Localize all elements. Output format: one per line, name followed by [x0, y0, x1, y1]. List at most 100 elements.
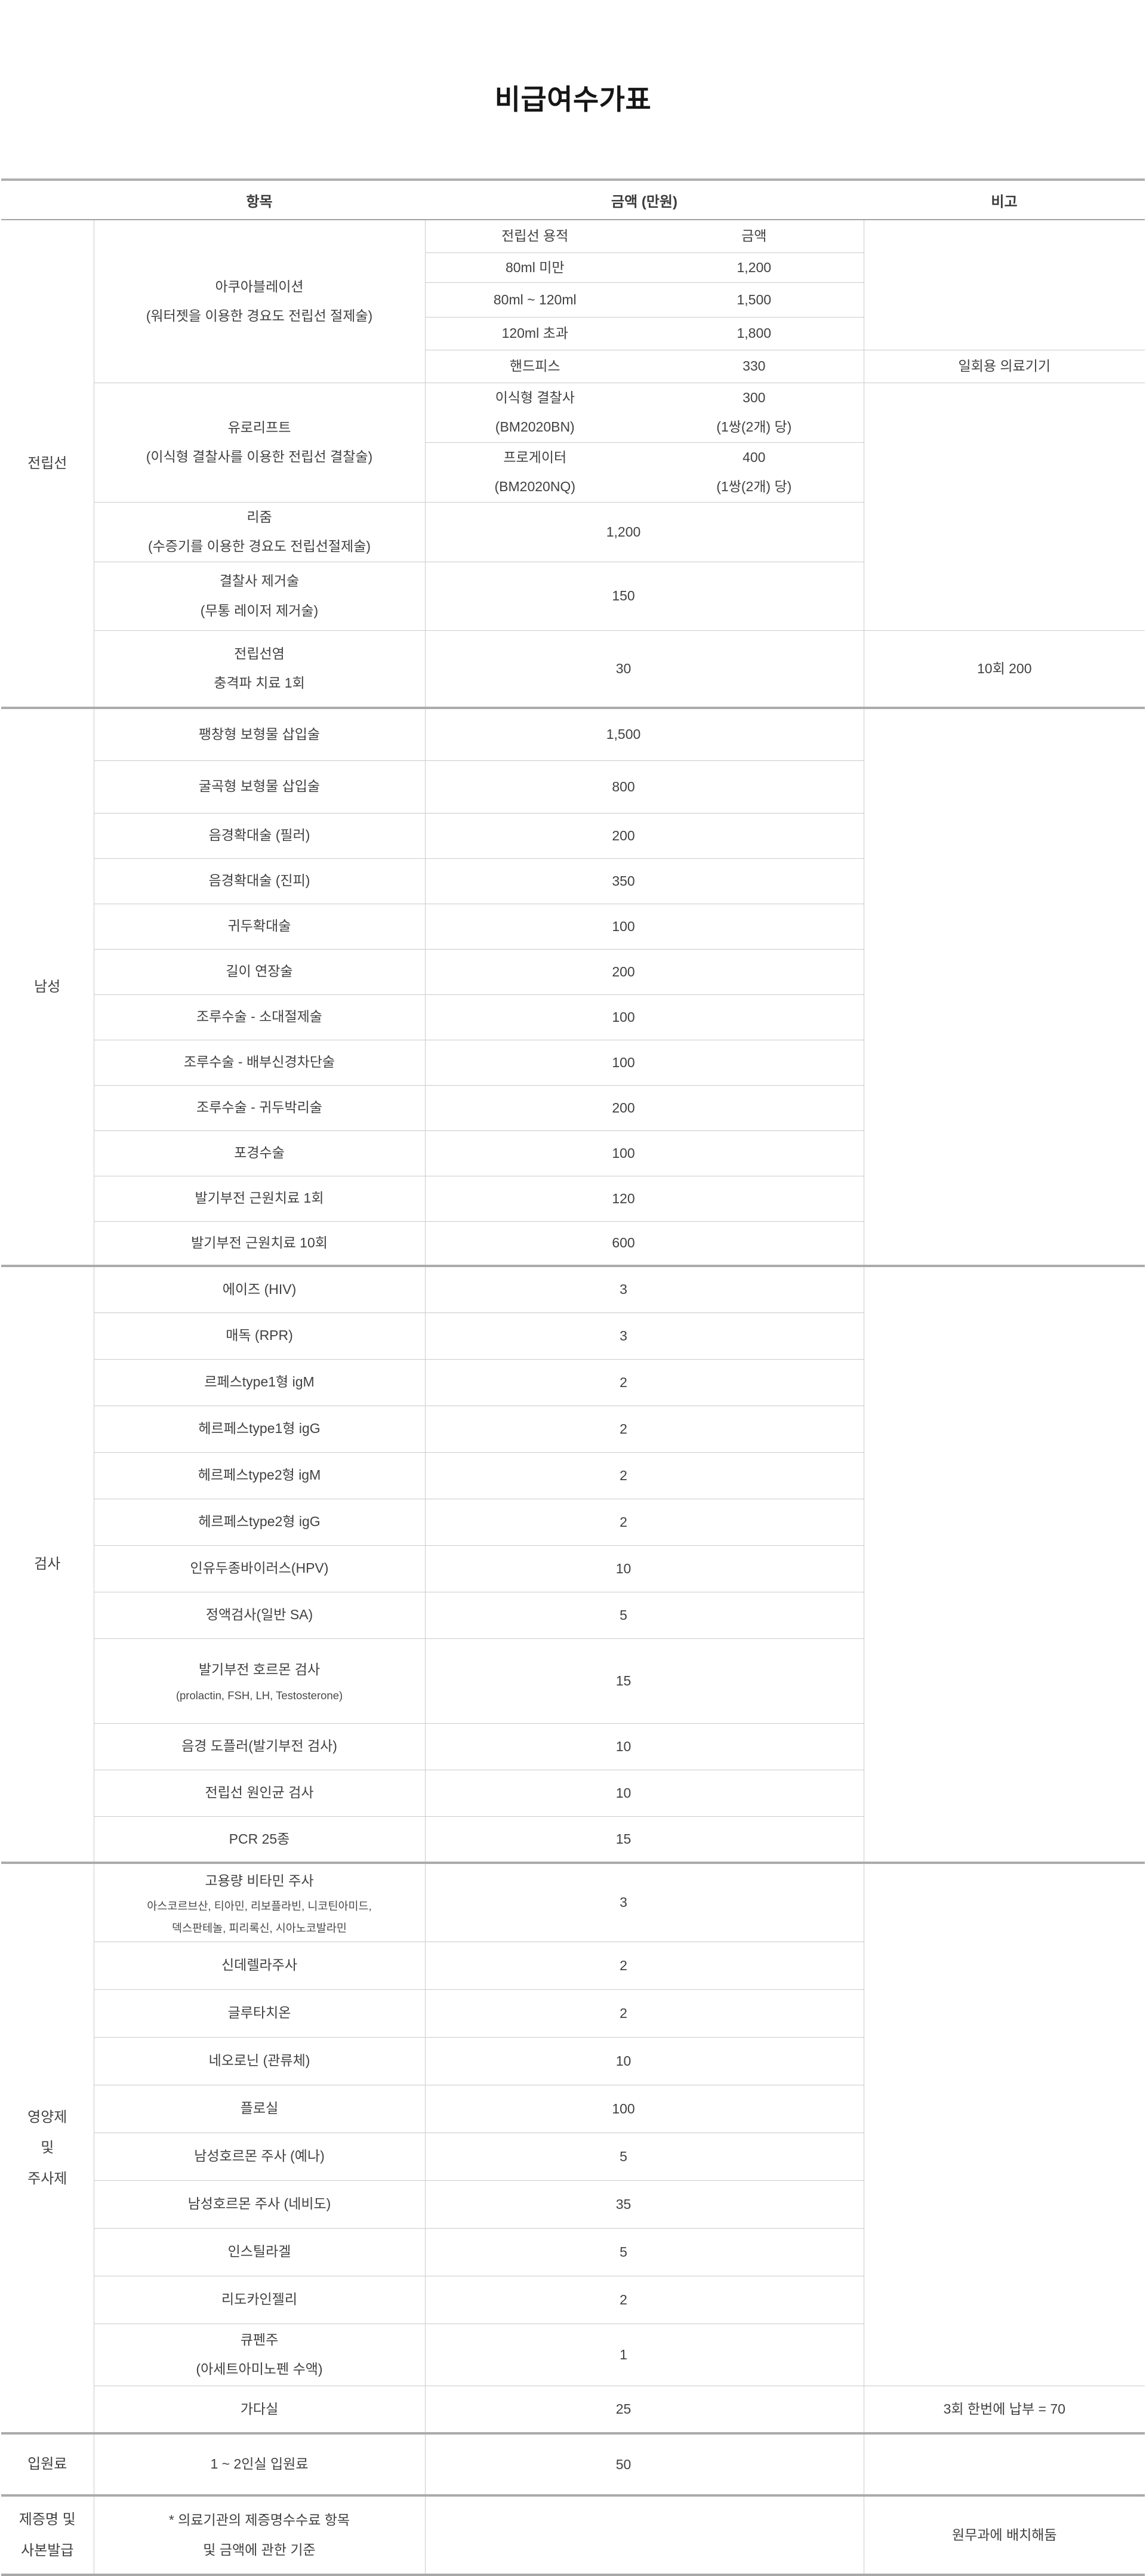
note-filler-cell	[863, 2432, 1145, 2496]
amount-right-cell: 400 (1쌍(2개) 당)	[645, 442, 864, 503]
cell-line: 헤르페스type2형 igG	[198, 1514, 321, 1530]
section-label: 제증명 및 사본발급	[1, 2494, 94, 2576]
table-row: 큐펜주 (아세트아미노펜 수액) 1	[1, 2323, 1145, 2386]
cell-line: 글루타치온	[227, 2005, 291, 2021]
amount-cell: 1,200	[425, 501, 864, 562]
table-row: 검사 에이즈 (HIV) 3	[1, 1265, 1145, 1863]
cell-line: 아쿠아블레이션	[215, 278, 304, 294]
table-row: 프로게이터 (BM2020NQ) 400 (1쌍(2개) 당)	[1, 442, 1145, 503]
cell-line: 팽창형 보형물 삽입술	[198, 726, 321, 742]
item-cell: 음경확대술 (필러)	[93, 812, 426, 859]
cell-line: 남성	[34, 978, 61, 995]
note-cell: 원무과에 배치해둠	[863, 2494, 1145, 2576]
amount-cell: 120	[425, 1175, 864, 1222]
cell-line: (무통 레이저 제거술)	[200, 602, 319, 618]
amount-cell: 3	[425, 1265, 864, 1313]
cell-line: 리줌	[247, 509, 272, 525]
amount-cell: 2	[425, 1405, 864, 1453]
amount-cell: 2	[425, 1358, 864, 1406]
cell-line: 입원료	[27, 2456, 67, 2473]
note-cell: 10회 200	[863, 630, 1145, 708]
table-row: 조루수술 - 배부신경차단술 100	[1, 1039, 1145, 1086]
cell-line: 전립선	[27, 455, 67, 472]
table-row: 남성호르몬 주사 (예나) 5	[1, 2132, 1145, 2181]
item-cell: 헤르페스type1형 igG	[93, 1405, 426, 1453]
cell-line: 가다실	[240, 2401, 279, 2417]
amount-cell: 30	[425, 630, 864, 708]
cell-line: 10회 200	[977, 660, 1032, 676]
cell-line: 남성호르몬 주사 (네비도)	[187, 2196, 331, 2212]
amount-cell: 600	[425, 1221, 864, 1267]
item-cell: 전립선염 충격파 치료 1회	[93, 630, 426, 708]
amount-cell: 100	[425, 1130, 864, 1176]
item-cell: 길이 연장술	[93, 948, 426, 995]
item-cell: 조루수술 - 소대절제술	[93, 994, 426, 1040]
cell-line: 조루수술 - 배부신경차단술	[183, 1054, 335, 1070]
item-cell: 헤르페스type2형 igG	[93, 1498, 426, 1546]
table-row: 가다실 25 3회 한번에 납부 = 70	[1, 2385, 1145, 2434]
item-cell: 굴곡형 보형물 삽입술	[93, 760, 426, 814]
amount-cell: 100	[425, 2084, 864, 2133]
cell-line: 음경 도플러(발기부전 검사)	[181, 1738, 337, 1754]
item-cell: 발기부전 근원치료 1회	[93, 1175, 426, 1222]
table-row: 굴곡형 보형물 삽입술 800	[1, 760, 1145, 814]
amount-cell: 5	[425, 2227, 864, 2276]
table-row: 발기부전 근원치료 10회 600	[1, 1221, 1145, 1267]
section-label: 남성	[1, 707, 94, 1267]
item-cell: 인스틸라겔	[93, 2227, 426, 2276]
cell-line: 주사제	[27, 2170, 67, 2187]
cell-line: 인스틸라겔	[227, 2244, 291, 2260]
cell-line: 전립선 용적	[501, 228, 569, 244]
amount-right-cell: 300 (1쌍(2개) 당)	[645, 382, 864, 443]
amount-cell: 1,500	[425, 707, 864, 761]
item-cell: 발기부전 호르몬 검사 (prolactin, FSH, LH, Testoste…	[93, 1638, 426, 1724]
amount-left-cell: 80ml ~ 120ml	[425, 282, 645, 318]
cell-line: 네오로닌 (관류체)	[208, 2053, 310, 2069]
cell-line: 귀두확대술	[227, 918, 291, 934]
cell-line: 큐펜주	[240, 2331, 279, 2347]
table-row: 남성호르몬 주사 (네비도) 35	[1, 2180, 1145, 2229]
cell-line: 및	[41, 2140, 54, 2156]
cell-line: 330	[743, 358, 766, 374]
amount-cell: 15	[425, 1816, 864, 1863]
item-cell: 신데렐라주사	[93, 1941, 426, 1990]
item-cell: 귀두확대술	[93, 903, 426, 950]
amount-cell: 350	[425, 858, 864, 904]
cell-line: 포경수술	[234, 1145, 285, 1161]
cell-line: (prolactin, FSH, LH, Testosterone)	[175, 1688, 343, 1702]
table-row: 전립선 아쿠아블레이션 (워터젯을 이용한 경요도 전립선 절제술) 전립선 용적 금액	[1, 220, 1145, 708]
amount-left-cell: 이식형 결찰사 (BM2020BN)	[425, 382, 645, 443]
cell-line: (이식형 결찰사를 이용한 전립선 결찰술)	[146, 449, 373, 465]
amount-cell: 25	[425, 2385, 864, 2434]
cell-line: 음경확대술 (필러)	[208, 827, 310, 843]
amount-cell: 2	[425, 1941, 864, 1990]
item-cell: 리도카인젤리	[93, 2275, 426, 2324]
table-row: 헤르페스type1형 igG 2	[1, 1405, 1145, 1453]
amount-right-cell: 1,500	[645, 282, 864, 318]
amount-cell: 2	[425, 1452, 864, 1499]
cell-line: 전립선 원인균 검사	[205, 1785, 314, 1801]
table-row: 결찰사 제거술 (무통 레이저 제거술) 150	[1, 561, 1145, 631]
cell-line: (BM2020NQ)	[494, 479, 575, 495]
amount-cell: 150	[425, 561, 864, 631]
cell-line: 사본발급	[21, 2542, 74, 2559]
cell-line: 120ml 초과	[501, 325, 568, 341]
cell-line: 유로리프트	[227, 419, 291, 435]
cell-line: 일회용 의료기기	[958, 358, 1051, 374]
cell-line: 발기부전 근원치료 10회	[191, 1235, 328, 1251]
cell-line: 1,500	[737, 291, 772, 307]
section-label: 전립선	[1, 220, 94, 708]
cell-line: 및 금액에 관한 기준	[203, 2541, 316, 2557]
cell-line: 300	[743, 389, 766, 405]
amount-right-cell: 금액	[645, 220, 864, 252]
item-cell: 팽창형 보형물 삽입술	[93, 707, 426, 761]
table-row: 헤르페스type2형 igM 2	[1, 1452, 1145, 1499]
table-row: 발기부전 호르몬 검사 (prolactin, FSH, LH, Testoste…	[1, 1638, 1145, 1724]
amount-cell: 50	[425, 2432, 864, 2496]
amount-cell: 100	[425, 903, 864, 950]
cell-line: 이식형 결찰사	[495, 389, 575, 405]
amount-left-cell: 프로게이터 (BM2020NQ)	[425, 442, 645, 503]
amount-left-cell: 전립선 용적	[425, 220, 645, 252]
cell-line: 르페스type1형 igM	[204, 1374, 315, 1390]
cell-line: 3회 한번에 납부 = 70	[943, 2401, 1065, 2417]
